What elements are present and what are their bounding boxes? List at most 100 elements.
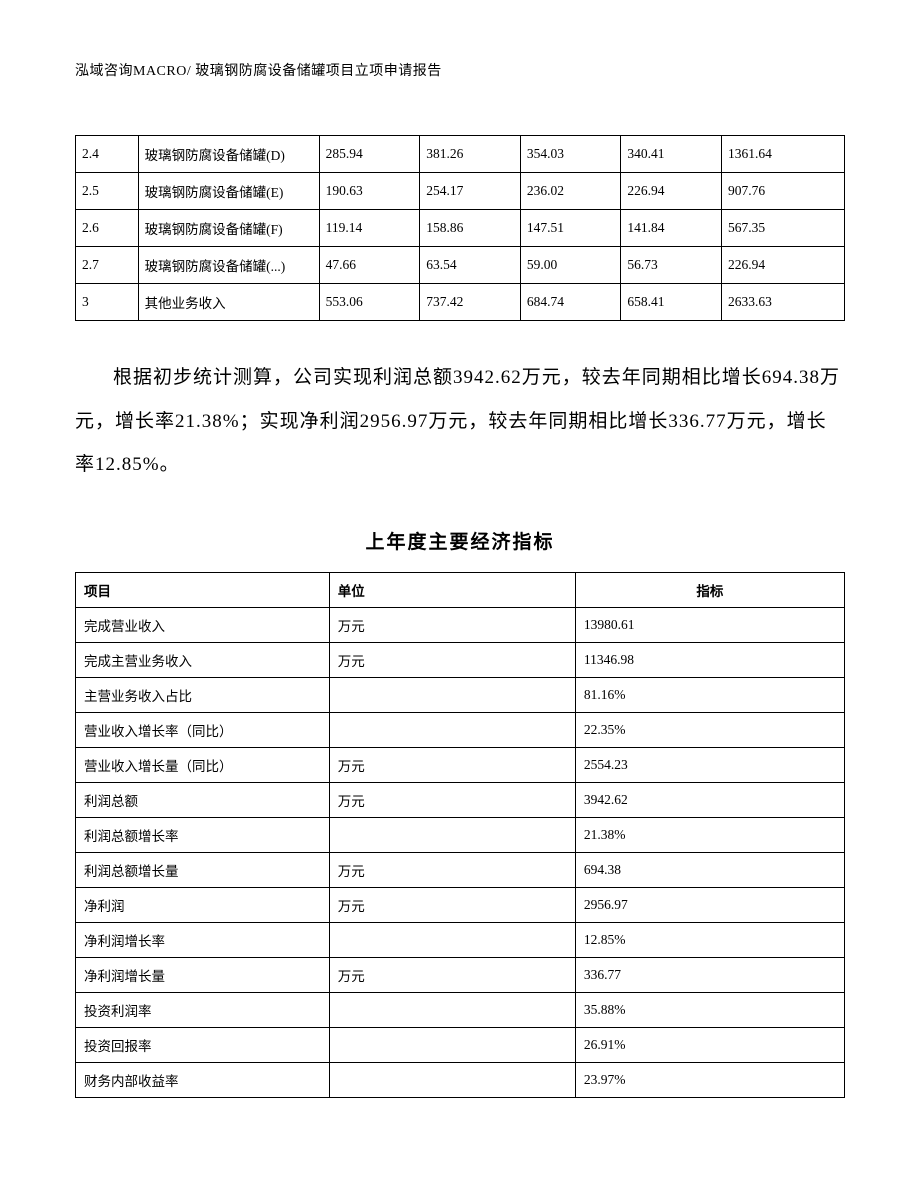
table1-cell-v3: 684.74: [520, 284, 621, 321]
table2-cell-unit: 万元: [329, 643, 575, 678]
table1-cell-name: 玻璃钢防腐设备储罐(F): [138, 210, 319, 247]
table-row: 投资回报率 26.91%: [76, 1028, 845, 1063]
table-row: 完成主营业务收入万元11346.98: [76, 643, 845, 678]
table2-cell-value: 13980.61: [575, 608, 844, 643]
table-row: 2.6玻璃钢防腐设备储罐(F)119.14158.86147.51141.845…: [76, 210, 845, 247]
table2-cell-value: 2554.23: [575, 748, 844, 783]
table2-cell-item: 投资回报率: [76, 1028, 330, 1063]
table-row: 2.7玻璃钢防腐设备储罐(...)47.6663.5459.0056.73226…: [76, 247, 845, 284]
table2-cell-item: 营业收入增长率（同比）: [76, 713, 330, 748]
section-title: 上年度主要经济指标: [75, 527, 845, 554]
table1-cell-v4: 56.73: [621, 247, 722, 284]
table-row: 3其他业务收入553.06737.42684.74658.412633.63: [76, 284, 845, 321]
table1-cell-v3: 236.02: [520, 173, 621, 210]
table1-cell-v2: 381.26: [420, 136, 521, 173]
table1-cell-v1: 285.94: [319, 136, 420, 173]
table1-cell-v3: 354.03: [520, 136, 621, 173]
table2-header-value: 指标: [575, 573, 844, 608]
table2-cell-unit: 万元: [329, 748, 575, 783]
table2-header-row: 项目 单位 指标: [76, 573, 845, 608]
table2-cell-unit: 万元: [329, 608, 575, 643]
table2-cell-value: 694.38: [575, 853, 844, 888]
table2-cell-unit: [329, 818, 575, 853]
summary-paragraph: 根据初步统计测算，公司实现利润总额3942.62万元，较去年同期相比增长694.…: [75, 356, 845, 487]
table1-cell-v4: 226.94: [621, 173, 722, 210]
table1-cell-v2: 63.54: [420, 247, 521, 284]
table2-cell-value: 26.91%: [575, 1028, 844, 1063]
table1-cell-idx: 2.6: [76, 210, 139, 247]
table2-cell-item: 净利润增长率: [76, 923, 330, 958]
table2-cell-unit: [329, 1028, 575, 1063]
table2-cell-value: 12.85%: [575, 923, 844, 958]
table2-cell-unit: 万元: [329, 958, 575, 993]
table2-cell-unit: 万元: [329, 853, 575, 888]
table2-header-unit: 单位: [329, 573, 575, 608]
table2-cell-item: 利润总额增长率: [76, 818, 330, 853]
table2-cell-value: 35.88%: [575, 993, 844, 1028]
table1-cell-v2: 254.17: [420, 173, 521, 210]
table2-cell-item: 完成营业收入: [76, 608, 330, 643]
page-header: 泓域咨询MACRO/ 玻璃钢防腐设备储罐项目立项申请报告: [75, 60, 845, 80]
table2-cell-value: 3942.62: [575, 783, 844, 818]
table-row: 财务内部收益率23.97%: [76, 1063, 845, 1098]
table2-cell-unit: 万元: [329, 783, 575, 818]
table2-cell-item: 完成主营业务收入: [76, 643, 330, 678]
table1-cell-v2: 737.42: [420, 284, 521, 321]
table2-cell-unit: [329, 713, 575, 748]
table2-header-item: 项目: [76, 573, 330, 608]
table-row: 投资利润率 35.88%: [76, 993, 845, 1028]
table1-cell-idx: 2.5: [76, 173, 139, 210]
table1-cell-name: 其他业务收入: [138, 284, 319, 321]
table2-cell-unit: 万元: [329, 888, 575, 923]
table1-cell-v3: 147.51: [520, 210, 621, 247]
table1-cell-v5: 226.94: [722, 247, 845, 284]
table1-cell-v1: 47.66: [319, 247, 420, 284]
table1-cell-v5: 1361.64: [722, 136, 845, 173]
table2-cell-item: 净利润: [76, 888, 330, 923]
table-row: 净利润增长量万元336.77: [76, 958, 845, 993]
table2-cell-unit: [329, 923, 575, 958]
table-row: 净利润增长率 12.85%: [76, 923, 845, 958]
table2-cell-item: 利润总额增长量: [76, 853, 330, 888]
product-revenue-table: 2.4玻璃钢防腐设备储罐(D)285.94381.26354.03340.411…: [75, 135, 845, 321]
table1-cell-idx: 2.7: [76, 247, 139, 284]
table2-cell-value: 23.97%: [575, 1063, 844, 1098]
table2-cell-unit: [329, 1063, 575, 1098]
table1-cell-v2: 158.86: [420, 210, 521, 247]
table1-cell-idx: 3: [76, 284, 139, 321]
table2-cell-unit: [329, 678, 575, 713]
table1-cell-v1: 119.14: [319, 210, 420, 247]
table1-cell-name: 玻璃钢防腐设备储罐(E): [138, 173, 319, 210]
table2-cell-item: 利润总额: [76, 783, 330, 818]
table2-cell-item: 投资利润率: [76, 993, 330, 1028]
economic-indicators-table: 项目 单位 指标 完成营业收入万元13980.61完成主营业务收入万元11346…: [75, 572, 845, 1098]
table1-cell-v4: 658.41: [621, 284, 722, 321]
table1-cell-v5: 2633.63: [722, 284, 845, 321]
table1-cell-v3: 59.00: [520, 247, 621, 284]
table2-cell-value: 11346.98: [575, 643, 844, 678]
table1-cell-v1: 553.06: [319, 284, 420, 321]
table2-cell-value: 81.16%: [575, 678, 844, 713]
table2-cell-item: 营业收入增长量（同比）: [76, 748, 330, 783]
table2-cell-unit: [329, 993, 575, 1028]
table1-cell-v4: 141.84: [621, 210, 722, 247]
table2-cell-value: 22.35%: [575, 713, 844, 748]
table-row: 主营业务收入占比 81.16%: [76, 678, 845, 713]
table1-cell-v5: 567.35: [722, 210, 845, 247]
table1-cell-name: 玻璃钢防腐设备储罐(...): [138, 247, 319, 284]
table-row: 利润总额增长率 21.38%: [76, 818, 845, 853]
table-row: 营业收入增长率（同比） 22.35%: [76, 713, 845, 748]
table-row: 净利润万元2956.97: [76, 888, 845, 923]
table-row: 2.4玻璃钢防腐设备储罐(D)285.94381.26354.03340.411…: [76, 136, 845, 173]
table2-cell-value: 2956.97: [575, 888, 844, 923]
table2-cell-item: 净利润增长量: [76, 958, 330, 993]
table2-cell-value: 21.38%: [575, 818, 844, 853]
table-row: 利润总额增长量万元694.38: [76, 853, 845, 888]
table2-cell-item: 主营业务收入占比: [76, 678, 330, 713]
table1-body: 2.4玻璃钢防腐设备储罐(D)285.94381.26354.03340.411…: [76, 136, 845, 321]
table-row: 利润总额万元3942.62: [76, 783, 845, 818]
table2-body: 完成营业收入万元13980.61完成主营业务收入万元11346.98主营业务收入…: [76, 608, 845, 1098]
table-row: 营业收入增长量（同比）万元2554.23: [76, 748, 845, 783]
table2-cell-value: 336.77: [575, 958, 844, 993]
table1-cell-v5: 907.76: [722, 173, 845, 210]
